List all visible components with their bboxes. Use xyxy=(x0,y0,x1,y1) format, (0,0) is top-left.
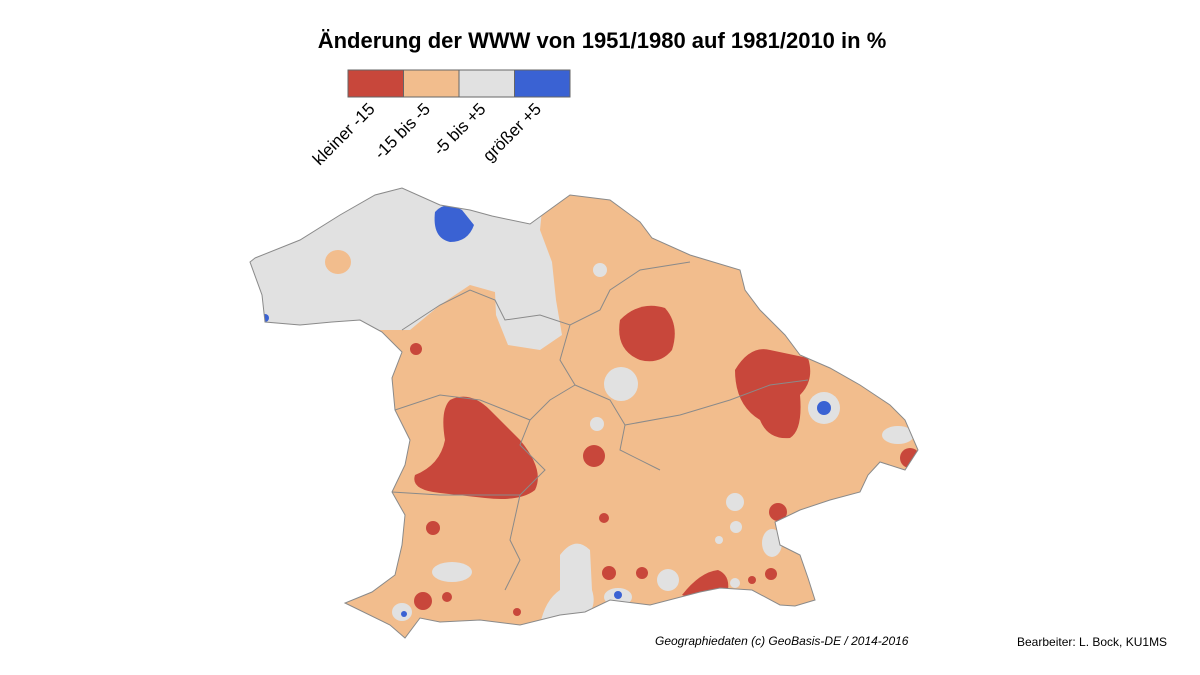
spot xyxy=(619,305,675,362)
spot xyxy=(426,521,440,535)
legend-swatch xyxy=(458,69,515,98)
spot xyxy=(414,396,538,499)
legend-swatch xyxy=(347,69,404,98)
spot xyxy=(602,566,616,580)
spot xyxy=(730,578,740,588)
legend-label: kleiner -15 xyxy=(309,99,379,169)
spot xyxy=(540,543,594,625)
spot xyxy=(432,562,472,582)
spot xyxy=(604,367,638,401)
spot xyxy=(636,567,648,579)
region-borders xyxy=(391,261,809,591)
legend-swatch xyxy=(514,69,571,98)
spot xyxy=(748,576,756,584)
spot xyxy=(657,569,679,591)
spot xyxy=(765,568,777,580)
map-area xyxy=(250,188,918,638)
spot xyxy=(599,513,609,523)
legend-label: -15 bis -5 xyxy=(371,99,435,163)
spot xyxy=(410,343,422,355)
spot xyxy=(762,529,782,557)
spot xyxy=(434,205,474,242)
spot xyxy=(882,426,914,444)
spot xyxy=(590,417,604,431)
spot xyxy=(401,611,407,617)
spot xyxy=(513,608,521,616)
spot xyxy=(817,401,831,415)
spot xyxy=(735,349,811,439)
region-grey xyxy=(250,188,562,350)
author-credit: Bearbeiter: L. Bock, KU1MS xyxy=(1017,635,1167,649)
spot xyxy=(726,493,744,511)
map-title: Änderung der WWW von 1951/1980 auf 1981/… xyxy=(318,28,887,53)
source-credit: Geographiedaten (c) GeoBasis-DE / 2014-2… xyxy=(655,634,909,648)
spot xyxy=(715,536,723,544)
spot xyxy=(593,263,607,277)
spot xyxy=(730,521,742,533)
spot xyxy=(769,503,787,521)
spot xyxy=(583,445,605,467)
legend-swatch xyxy=(403,69,460,98)
spot xyxy=(414,592,432,610)
spot xyxy=(325,250,351,274)
spot xyxy=(442,592,452,602)
spot xyxy=(614,591,622,599)
legend-label: größer +5 xyxy=(479,99,545,165)
